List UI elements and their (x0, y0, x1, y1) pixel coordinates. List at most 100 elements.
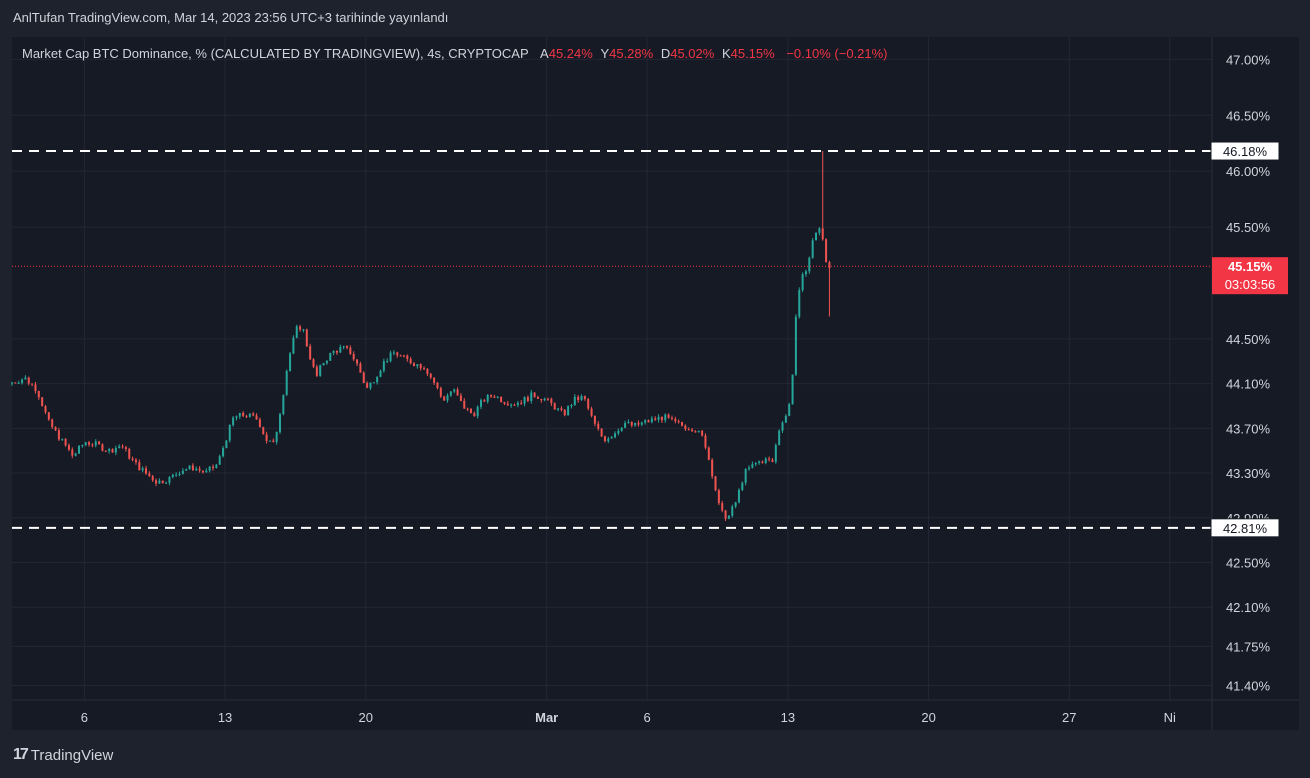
candle-body (727, 515, 730, 519)
candle-body (165, 482, 168, 484)
open-label: A (540, 46, 549, 61)
candle-body (771, 459, 774, 462)
candle-body (305, 329, 308, 347)
candle-body (483, 400, 486, 402)
candle-body (811, 240, 814, 258)
candle-body (128, 448, 131, 459)
candle-body (630, 422, 633, 426)
close-value: 45.15% (730, 46, 775, 61)
candle-body (784, 415, 787, 423)
candle-body (118, 446, 121, 448)
candle-body (131, 458, 134, 460)
candle-body (91, 444, 94, 446)
candle-body (14, 382, 17, 384)
candle-body (500, 396, 503, 402)
candle-body (191, 465, 194, 471)
y-tick-label: 46.50% (1226, 108, 1271, 123)
candle-body (44, 406, 47, 413)
candle-body (674, 418, 677, 422)
candle-body (195, 468, 198, 471)
candle-body (376, 376, 379, 383)
x-tick-label: Mar (535, 710, 558, 725)
candle-body (272, 440, 275, 442)
candle-body (41, 397, 44, 407)
candle-body (533, 392, 536, 398)
candle-body (560, 408, 563, 410)
candle-body (439, 388, 442, 397)
candle-body (774, 445, 777, 462)
candle-body (67, 445, 70, 450)
x-tick-label: 20 (921, 710, 935, 725)
candle-body (121, 446, 124, 448)
candle-body (818, 228, 821, 233)
candle-body (171, 474, 174, 478)
candle-body (208, 466, 211, 471)
candle-body (54, 427, 57, 431)
candle-body (570, 404, 573, 407)
candle-body (47, 412, 50, 420)
candle-body (791, 374, 794, 405)
candle-body (389, 352, 392, 362)
candle-body (225, 440, 228, 449)
candle-body (282, 394, 285, 415)
chart-legend: Market Cap BTC Dominance, % (CALCULATED … (22, 46, 888, 61)
candle-body (268, 440, 271, 442)
candle-body (443, 396, 446, 401)
candle-body (188, 465, 191, 470)
candle-body (577, 396, 580, 401)
candle-body (463, 400, 466, 409)
candle-body (198, 468, 201, 471)
candle-body (808, 257, 811, 272)
candle-body (691, 429, 694, 432)
candle-body (825, 239, 828, 263)
candle-body (245, 416, 248, 418)
candle-body (429, 373, 432, 378)
level-price-label: 42.81% (1223, 521, 1268, 536)
candle-body (396, 352, 399, 356)
candle-body (681, 421, 684, 426)
tradingview-brand[interactable]: 17 TradingView (13, 746, 113, 764)
candle-body (684, 425, 687, 430)
candle-body (71, 449, 74, 456)
candle-body (731, 506, 734, 516)
candle-body (228, 425, 231, 441)
candle-body (614, 433, 617, 438)
candle-body (37, 390, 40, 398)
candle-body (510, 404, 513, 406)
candle-body (821, 228, 824, 240)
candle-body (17, 382, 20, 384)
candle-body (31, 383, 34, 385)
candle-body (781, 422, 784, 431)
candle-body (111, 449, 114, 453)
y-tick-label: 44.10% (1226, 377, 1271, 392)
candle-body (778, 430, 781, 446)
candle-body (61, 438, 64, 440)
candle-body (309, 346, 312, 360)
candle-body (302, 329, 305, 331)
candle-body (446, 395, 449, 401)
candle-body (366, 383, 369, 388)
x-tick-label: 20 (359, 710, 373, 725)
candle-body (178, 473, 181, 475)
candle-body (536, 397, 539, 399)
candle-body (158, 480, 161, 484)
candle-body (634, 422, 637, 426)
candle-body (737, 489, 740, 503)
candle-body (138, 462, 141, 471)
candle-body (342, 346, 345, 348)
candle-body (84, 442, 87, 445)
candle-body (751, 464, 754, 468)
candle-body (761, 461, 764, 463)
candle-body (587, 399, 590, 409)
candle-body (64, 438, 67, 446)
candle-body (144, 468, 148, 474)
candle-body (640, 422, 643, 425)
candle-body (315, 366, 318, 376)
candle-body (647, 420, 650, 423)
low-label: D (660, 46, 671, 61)
candle-body (741, 482, 744, 490)
x-tick-label: 6 (81, 710, 88, 725)
candle-body (687, 429, 690, 431)
candle-body (610, 437, 613, 439)
